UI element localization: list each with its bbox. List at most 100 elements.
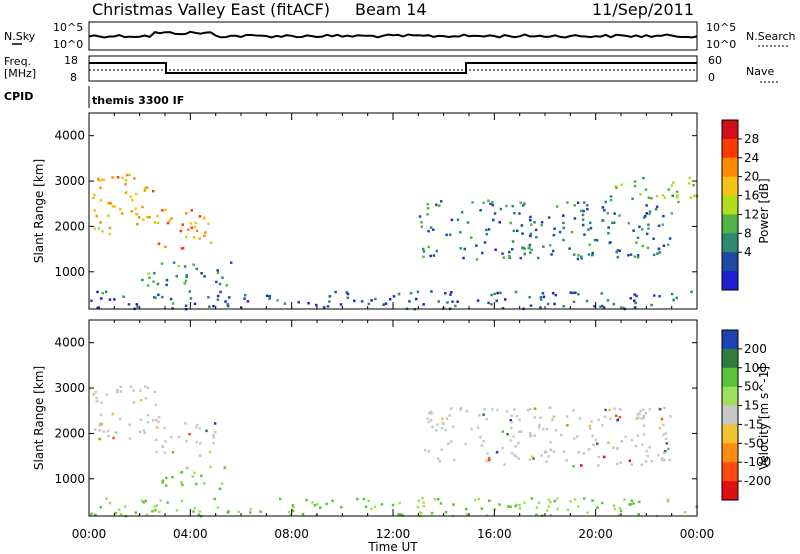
data-cell	[600, 292, 603, 295]
data-cell	[276, 299, 279, 302]
data-cell	[637, 513, 640, 516]
cpid-value: themis 3300 IF	[92, 94, 184, 107]
data-cell	[493, 507, 497, 511]
data-cell	[220, 482, 224, 485]
data-cell	[161, 479, 165, 482]
data-cell	[124, 183, 127, 186]
data-cell	[422, 247, 425, 251]
data-cell	[119, 208, 122, 211]
data-cell	[480, 507, 484, 510]
data-cell	[693, 194, 696, 197]
data-cell	[157, 415, 161, 419]
data-cell	[518, 507, 522, 510]
data-cell	[554, 293, 557, 297]
data-cell	[179, 229, 183, 233]
data-cell	[654, 208, 658, 211]
data-cell	[530, 248, 533, 252]
data-cell	[388, 298, 392, 301]
colorbar-tick-label: 24	[744, 151, 759, 165]
data-cell	[135, 303, 139, 306]
data-cell	[573, 498, 577, 501]
colorbar-tick-label: -50	[744, 436, 764, 450]
data-cell	[635, 241, 638, 244]
data-cell	[478, 413, 481, 417]
data-cell	[470, 427, 473, 431]
data-cell	[521, 246, 524, 249]
data-cell	[641, 244, 644, 248]
data-cell	[650, 459, 653, 463]
data-cell	[124, 505, 127, 508]
data-cell	[198, 510, 201, 513]
data-cell	[128, 173, 131, 177]
data-cell	[392, 295, 396, 298]
data-cell	[591, 434, 594, 438]
x-tick-label: 00:00	[680, 527, 715, 541]
data-cell	[439, 200, 443, 203]
power-colorbar-label: Power [dB]	[757, 178, 771, 243]
data-cell	[609, 198, 613, 202]
data-cell	[683, 511, 687, 514]
data-cell	[523, 501, 526, 504]
data-cell	[476, 299, 480, 302]
data-cell	[523, 252, 526, 256]
data-cell	[181, 223, 184, 226]
data-cell	[141, 278, 144, 282]
data-cell	[131, 198, 134, 202]
data-cell	[527, 246, 530, 250]
data-cell	[108, 298, 112, 301]
data-cell	[114, 511, 118, 515]
data-cell	[630, 463, 633, 466]
data-cell	[109, 202, 113, 205]
data-cell	[420, 511, 423, 515]
data-cell	[615, 186, 618, 190]
data-cell	[616, 462, 619, 466]
data-cell	[287, 510, 291, 514]
colorbar-segment	[722, 271, 738, 291]
data-cell	[195, 229, 199, 233]
data-cell	[151, 419, 155, 422]
data-cell	[90, 512, 93, 516]
colorbar-segment	[722, 462, 738, 482]
data-cell	[662, 244, 666, 247]
data-cell	[200, 474, 203, 478]
data-cell	[99, 186, 102, 190]
data-cell	[249, 511, 252, 514]
data-cell	[90, 299, 93, 302]
data-cell	[677, 200, 680, 204]
data-cell	[591, 251, 594, 255]
data-cell	[538, 423, 541, 427]
power-x-ticks	[88, 113, 698, 309]
data-cell	[218, 282, 222, 286]
data-cell	[624, 435, 627, 439]
data-cell	[522, 204, 525, 207]
data-cell	[129, 385, 133, 388]
data-cell	[430, 419, 433, 422]
data-cell	[114, 431, 118, 434]
data-cell	[215, 280, 218, 284]
data-cell	[265, 294, 269, 297]
data-cell	[501, 446, 504, 450]
data-cell	[529, 232, 533, 236]
data-cell	[213, 422, 217, 425]
plot-date: 11/Sep/2011	[592, 0, 694, 19]
freq-tick-top: 18	[64, 54, 78, 67]
data-cell	[613, 507, 617, 510]
data-cell	[520, 430, 523, 433]
data-cell	[556, 507, 559, 511]
colorbar-tick-label: 50	[744, 380, 759, 394]
data-cell	[538, 426, 541, 429]
data-cell	[132, 389, 135, 392]
data-cell	[515, 503, 518, 506]
data-cell	[551, 249, 555, 253]
data-cell	[450, 291, 453, 294]
data-cell	[618, 214, 621, 217]
data-cell	[422, 250, 426, 253]
data-cell	[96, 306, 99, 310]
data-cell	[185, 466, 189, 470]
data-cell	[216, 271, 220, 274]
data-cell	[216, 269, 219, 272]
data-cell	[213, 497, 216, 501]
data-cell	[505, 204, 508, 208]
data-cell	[346, 292, 350, 296]
data-cell	[655, 194, 659, 198]
